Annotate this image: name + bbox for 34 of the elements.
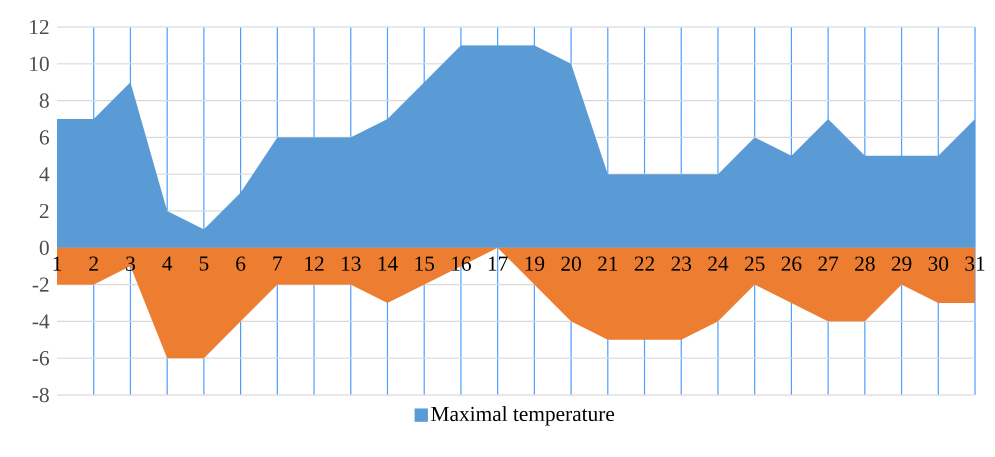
x-tick-label: 12 — [305, 256, 324, 271]
y-tick-label: 8 — [40, 93, 49, 108]
x-tick-label: 2 — [89, 256, 98, 271]
x-tick-label: 30 — [928, 256, 948, 271]
x-tick-label: 27 — [818, 256, 838, 271]
x-tick-label: 3 — [126, 256, 135, 271]
y-tick-label: -2 — [32, 278, 48, 292]
x-tick-label: 29 — [892, 256, 912, 271]
x-tick-label: 28 — [855, 256, 875, 271]
x-tick-label: 21 — [598, 256, 618, 271]
x-tick-label: 25 — [744, 256, 765, 271]
x-tick-label: 24 — [708, 256, 728, 271]
y-tick-label: 6 — [40, 130, 49, 145]
x-tick-label: 6 — [236, 256, 246, 271]
x-tick-label: 14 — [378, 256, 398, 271]
y-tick-label: 0 — [40, 240, 49, 255]
x-tick-label: 23 — [672, 256, 692, 271]
x-tick-label: 4 — [162, 256, 172, 271]
y-tick-label: 12 — [30, 20, 48, 34]
legend-label: Maximal temperature — [431, 406, 614, 426]
x-tick-label: 15 — [415, 256, 434, 271]
y-tick-label: -6 — [32, 351, 49, 366]
x-tick-label: 13 — [342, 256, 361, 271]
y-tick-label: -8 — [32, 388, 49, 402]
x-tick-label: 7 — [273, 256, 282, 270]
x-tick-label: 5 — [200, 256, 208, 271]
y-tick-label: -4 — [32, 314, 50, 328]
x-tick-label: 22 — [634, 256, 654, 271]
x-tick-label: 19 — [526, 256, 544, 271]
y-tick-label: 2 — [40, 204, 48, 218]
x-tick-label: 26 — [782, 256, 802, 271]
y-tick-label: 4 — [39, 167, 50, 182]
y-tick-label: 10 — [30, 56, 49, 71]
x-tick-label: 20 — [561, 256, 581, 271]
